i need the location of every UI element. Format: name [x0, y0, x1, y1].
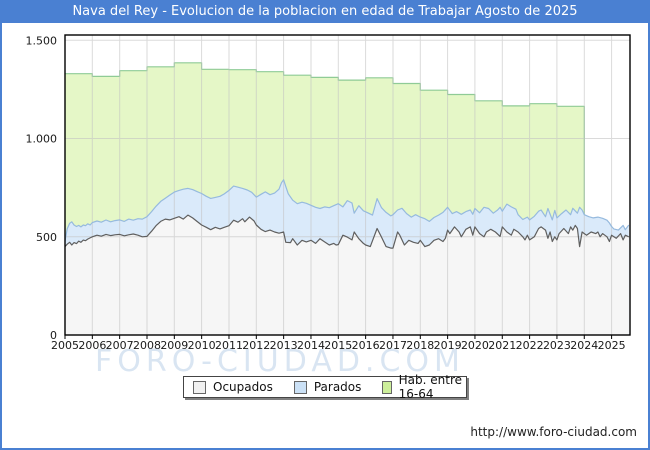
website-url[interactable]: http://www.foro-ciudad.com [470, 425, 637, 439]
hab-16-64-swatch-icon [382, 380, 392, 394]
population-area-chart: 2005 2006 2007 2008 2009 2010 2011 2012 2013 2014… [26, 34, 631, 352]
parados-swatch-icon [293, 380, 307, 394]
svg-text:2006: 2006 [78, 339, 106, 352]
ocupados-swatch-icon [193, 380, 206, 394]
svg-text:0: 0 [50, 329, 57, 342]
svg-text:1.500: 1.500 [26, 34, 58, 47]
svg-text:2009: 2009 [160, 339, 188, 352]
svg-text:2008: 2008 [133, 339, 161, 352]
svg-text:2022: 2022 [516, 339, 544, 352]
svg-text:2025: 2025 [598, 339, 626, 352]
svg-text:1.000: 1.000 [26, 133, 58, 146]
svg-text:2018: 2018 [406, 339, 434, 352]
legend-label-ocupados: Ocupados [213, 380, 273, 394]
svg-text:2017: 2017 [379, 339, 407, 352]
svg-text:2014: 2014 [297, 339, 325, 352]
chart-legend: Ocupados Parados Hab. entre 16-64 [183, 373, 467, 401]
svg-text:2020: 2020 [461, 339, 489, 352]
svg-text:2007: 2007 [106, 339, 134, 352]
legend-item-parados: Parados [293, 380, 362, 394]
svg-text:500: 500 [36, 231, 57, 244]
svg-text:2005: 2005 [51, 339, 79, 352]
svg-text:2024: 2024 [570, 339, 598, 352]
svg-text:2021: 2021 [488, 339, 516, 352]
legend-item-ocupados: Ocupados [193, 380, 273, 394]
chart-title: Nava del Rey - Evolucion de la poblacion… [0, 0, 650, 23]
svg-text:2013: 2013 [270, 339, 298, 352]
svg-text:2015: 2015 [324, 339, 352, 352]
legend-label-hab-16-64: Hab. entre 16-64 [398, 373, 463, 401]
legend-label-parados: Parados [313, 380, 362, 394]
legend-item-hab-16-64: Hab. entre 16-64 [382, 373, 466, 401]
svg-text:2010: 2010 [188, 339, 216, 352]
svg-text:2019: 2019 [434, 339, 462, 352]
svg-text:2012: 2012 [242, 339, 270, 352]
svg-text:2023: 2023 [543, 339, 571, 352]
svg-text:2016: 2016 [352, 339, 380, 352]
svg-text:2011: 2011 [215, 339, 243, 352]
